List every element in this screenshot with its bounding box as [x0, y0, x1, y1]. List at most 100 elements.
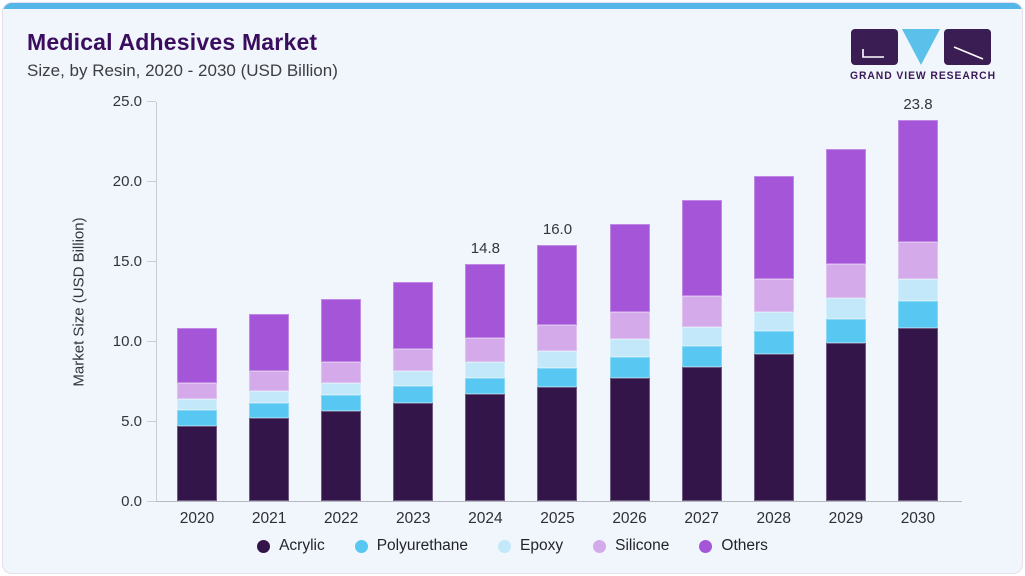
- x-label-2030: 2030: [900, 510, 936, 527]
- bar-2029: [825, 149, 866, 501]
- bar-2030-segment-acrylic: [897, 328, 938, 501]
- bar-2030-segment-polyurethane: [897, 301, 938, 329]
- bar-2024-value-label: 14.8: [470, 240, 500, 258]
- grand-view-research-logo-icon: GRAND VIEW RESEARCH: [850, 29, 996, 81]
- bar-2020-segment-others: [177, 328, 217, 383]
- bar-2024-segment-silicone: [465, 337, 506, 362]
- y-tick-label-20.0: 20.0: [112, 172, 142, 190]
- x-label-cell-2027: 2027: [682, 510, 722, 528]
- bar-2022-segment-others: [321, 299, 362, 362]
- x-label-2028: 2028: [756, 510, 791, 527]
- logo-g-block-icon: [851, 29, 898, 65]
- title-block: Medical Adhesives Market Size, by Resin,…: [27, 29, 338, 81]
- y-tick-10.0: [147, 340, 156, 342]
- y-tick-25.0: [147, 100, 156, 102]
- bar-2030-segment-silicone: [897, 241, 938, 279]
- x-label-cell-2024: 2024: [465, 510, 505, 528]
- bar-2022: [321, 299, 362, 501]
- bar-2027-segment-acrylic: [681, 366, 722, 501]
- logo-v-triangle-icon: [902, 29, 940, 65]
- bar-2028-segment-epoxy: [753, 312, 794, 332]
- x-label-2025: 2025: [540, 510, 575, 527]
- bar-2029-segment-polyurethane: [825, 318, 866, 343]
- bar-2029-segment-acrylic: [825, 342, 866, 501]
- legend-label-epoxy: Epoxy: [520, 537, 564, 554]
- bar-2029-segment-others: [825, 149, 866, 265]
- legend-dot-acrylic-icon: [257, 539, 271, 553]
- x-label-2024: 2024: [468, 510, 503, 527]
- y-tick-5.0: [147, 420, 156, 422]
- bar-2026-segment-acrylic: [609, 377, 650, 501]
- legend-dot-epoxy-icon: [498, 539, 512, 553]
- y-tick-label-15.0: 15.0: [112, 252, 142, 270]
- bar-2020: [177, 328, 217, 501]
- x-label-cell-2029: 2029: [826, 510, 866, 528]
- plot-area: 14.8 16.0 23.8 2020 2021 2022 2023 2024 2025 202…: [113, 93, 962, 527]
- bar-2026-segment-others: [609, 224, 650, 313]
- bar-2027-segment-silicone: [681, 296, 722, 327]
- bar-2028: [753, 176, 794, 501]
- bar-2021-segment-acrylic: [249, 417, 290, 501]
- logo-r-glyph-icon: [953, 46, 984, 60]
- bar-2030-value-label: 23.8: [903, 96, 933, 114]
- bar-2026-segment-silicone: [609, 312, 650, 340]
- bar-2029-segment-epoxy: [825, 297, 866, 319]
- legend-label-polyurethane: Polyurethane: [376, 537, 469, 554]
- bar-2020-segment-polyurethane: [177, 409, 217, 426]
- y-tick-label-10.0: 10.0: [112, 332, 142, 350]
- legend-label-silicone: Silicone: [615, 537, 670, 554]
- bar-2030-segment-others: [897, 120, 938, 242]
- bar-2023-segment-silicone: [393, 349, 434, 372]
- bar-2027: [681, 200, 722, 501]
- bar-2025-segment-others: [537, 245, 578, 326]
- bar-2026: [609, 224, 650, 501]
- bar-2023-segment-polyurethane: [393, 385, 434, 404]
- x-label-cell-2030: 2030: [898, 510, 938, 528]
- bar-2028-segment-acrylic: [753, 353, 794, 501]
- x-label-cell-2021: 2021: [249, 510, 289, 528]
- bar-2024-segment-acrylic: [465, 393, 506, 501]
- bar-2023-segment-epoxy: [393, 371, 434, 386]
- bars-container: 14.8 16.0 23.8: [157, 96, 962, 501]
- legend-dot-others-icon: [699, 539, 713, 553]
- bar-2025-segment-polyurethane: [537, 368, 578, 388]
- bar-2020-segment-epoxy: [177, 398, 217, 410]
- bar-2030: 23.8: [897, 96, 938, 501]
- bar-2021-segment-silicone: [249, 371, 290, 391]
- bar-2025-segment-acrylic: [537, 387, 578, 501]
- legend-item-others: Others: [699, 537, 768, 555]
- logo-r-block-icon: [944, 29, 991, 65]
- bar-2022-segment-epoxy: [321, 382, 362, 396]
- x-label-cell-2026: 2026: [610, 510, 650, 528]
- legend: Acrylic Polyurethane Epoxy Silicone Others: [3, 537, 1022, 555]
- bar-2026-segment-epoxy: [609, 339, 650, 358]
- x-label-cell-2020: 2020: [177, 510, 217, 528]
- y-axis-title: Market Size (USD Billion): [70, 217, 88, 387]
- y-tick-label-25.0: 25.0: [112, 92, 142, 110]
- bar-2023-segment-others: [393, 281, 434, 350]
- legend-dot-polyurethane-icon: [354, 539, 368, 553]
- bar-2026-segment-polyurethane: [609, 357, 650, 378]
- legend-label-others: Others: [721, 537, 768, 554]
- bar-2030-segment-epoxy: [897, 278, 938, 302]
- legend-item-polyurethane: Polyurethane: [354, 537, 469, 555]
- bar-2025-segment-silicone: [537, 325, 578, 351]
- bar-2021-segment-epoxy: [249, 390, 290, 404]
- legend-label-acrylic: Acrylic: [279, 537, 325, 554]
- x-label-2020: 2020: [179, 510, 215, 527]
- x-label-2029: 2029: [828, 510, 864, 527]
- logo-text: GRAND VIEW RESEARCH: [850, 70, 996, 81]
- bar-2025-segment-epoxy: [537, 350, 578, 369]
- bar-2025-value-label: 16.0: [542, 221, 573, 239]
- x-label-2021: 2021: [251, 510, 287, 527]
- bar-2022-segment-acrylic: [321, 411, 362, 501]
- y-tick-0.0: [147, 500, 156, 502]
- bar-2020-segment-acrylic: [177, 425, 217, 501]
- x-label-2027: 2027: [684, 510, 719, 527]
- x-label-2026: 2026: [612, 510, 647, 527]
- x-label-cell-2022: 2022: [321, 510, 361, 528]
- x-axis-labels: 2020 2021 2022 2023 2024 2025 2026 2027 2028 2029…: [157, 510, 962, 528]
- bar-2024-segment-epoxy: [465, 361, 506, 378]
